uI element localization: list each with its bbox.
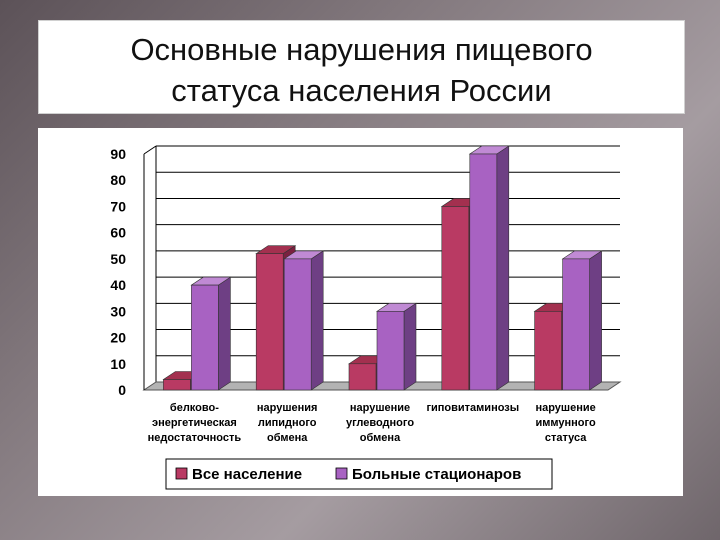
bar-front-face xyxy=(255,253,284,391)
bar-front-face xyxy=(562,258,590,391)
x-category-label-2-line-3: обмена xyxy=(267,432,308,444)
bar-front-face xyxy=(191,284,219,391)
y-tick-label-0: 0 xyxy=(118,382,126,398)
bar-front-face xyxy=(348,363,377,391)
legend-frame xyxy=(165,458,553,490)
x-category-label-3-line-2: углеводного xyxy=(346,417,414,429)
y-tick-label-5: 50 xyxy=(110,251,126,267)
x-category-label-1-line-1: белково- xyxy=(170,402,219,414)
x-category-label-5-line-3: статуса xyxy=(545,432,587,444)
y-tick-label-1: 10 xyxy=(110,356,126,372)
bar-front-face xyxy=(534,311,562,391)
bar-front-face xyxy=(469,153,498,391)
bar-s2-1 xyxy=(190,276,232,391)
y-tick-label-4: 40 xyxy=(110,277,126,293)
y-tick-label-6: 60 xyxy=(110,225,126,241)
x-category-label-3-line-1: нарушение xyxy=(350,402,410,414)
bar-front-face xyxy=(441,206,470,391)
bar-side-face xyxy=(496,145,510,391)
x-category-label-2-line-1: нарушения xyxy=(257,402,318,414)
bar-s2-4 xyxy=(468,145,510,391)
bar-s2-3 xyxy=(376,302,417,391)
bar-front-face xyxy=(283,258,312,391)
y-tick-label-8: 80 xyxy=(110,172,126,188)
bar-s2-2 xyxy=(283,250,325,391)
legend-swatch-2 xyxy=(335,467,348,480)
bar-chart: 0 10 20 30 40 50 60 70 80 90 белково-энергетическа… xyxy=(110,145,622,490)
y-axis-top-edge xyxy=(143,145,157,155)
x-category-label-4-line-1: гиповитаминозы xyxy=(426,402,519,414)
y-tick-label-2: 20 xyxy=(110,330,126,346)
y-tick-label-3: 30 xyxy=(110,303,126,319)
legend-label-1: Все население xyxy=(192,466,302,483)
x-category-label-2-line-2: липидного xyxy=(258,417,317,429)
y-tick-label-7: 70 xyxy=(110,198,126,214)
bar-side-face xyxy=(589,250,602,391)
x-category-label-1-line-2: энергетическая xyxy=(152,417,237,429)
chart-panel: 0 10 20 30 40 50 60 70 80 90 белково-энергетическа… xyxy=(38,128,683,496)
chart-legend: Все население Больные стационаров xyxy=(165,458,553,490)
x-category-label-3-line-3: обмена xyxy=(360,432,401,444)
slide-title-box: Основные нарушения пищевого статуса насе… xyxy=(38,20,685,114)
bar-front-face xyxy=(376,311,405,391)
legend-swatch-1 xyxy=(175,467,188,480)
bar-side-face xyxy=(403,302,417,391)
bar-side-face xyxy=(218,276,231,391)
x-category-label-1-line-3: недостаточность xyxy=(148,432,242,444)
bar-side-face xyxy=(310,250,324,391)
bar-s2-5 xyxy=(561,250,603,391)
y-tick-label-9: 90 xyxy=(110,146,126,162)
legend-label-2: Больные стационаров xyxy=(352,466,521,483)
slide-title: Основные нарушения пищевого статуса насе… xyxy=(130,32,593,108)
x-category-label-5-line-2: иммунного xyxy=(536,417,596,429)
x-category-label-5-line-1: нарушение xyxy=(535,402,595,414)
bar-front-face xyxy=(163,379,191,391)
